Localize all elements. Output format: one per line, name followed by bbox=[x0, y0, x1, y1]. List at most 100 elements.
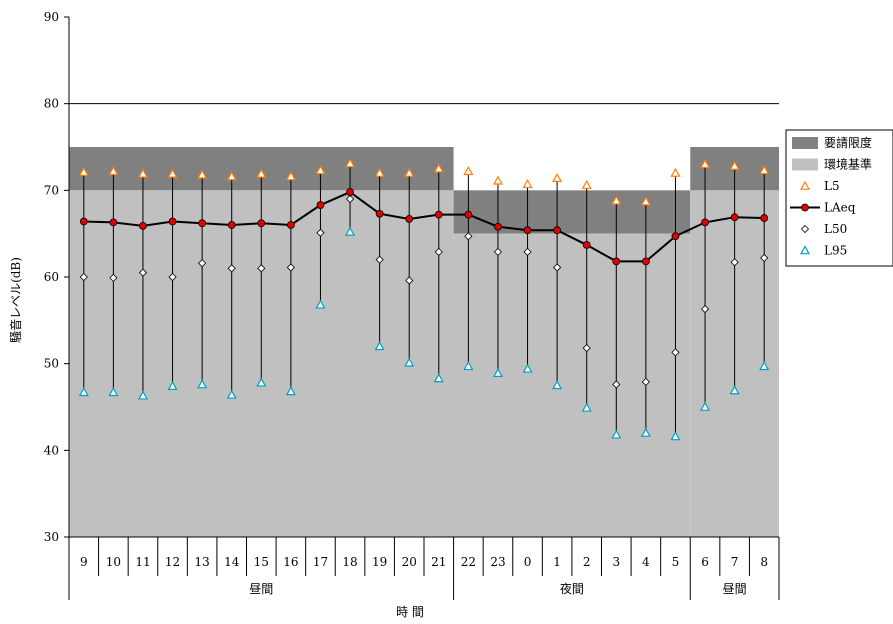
x-tick-label: 7 bbox=[731, 555, 739, 569]
laeq-point bbox=[612, 257, 621, 266]
l5-point bbox=[522, 179, 533, 189]
x-tick-label: 16 bbox=[283, 555, 298, 569]
legend-swatch bbox=[792, 137, 818, 149]
period-label: 昼間 bbox=[249, 582, 273, 596]
zone-env-standard bbox=[453, 233, 691, 537]
y-tick-label: 50 bbox=[44, 357, 59, 371]
l5-point bbox=[611, 195, 622, 205]
l50-point bbox=[582, 344, 591, 353]
laeq-point bbox=[701, 218, 709, 227]
x-axis-table: 9 10 11 12 13 14 15 16 17 18 19 20 21 22 23 0 1 2 3 4 5 6 7 8昼間… bbox=[68, 537, 780, 600]
l5-point bbox=[404, 167, 415, 177]
l50-point bbox=[375, 255, 384, 264]
laeq-point bbox=[198, 219, 207, 228]
laeq-point bbox=[434, 210, 443, 219]
markers-layer bbox=[78, 158, 770, 441]
legend-label: L5 bbox=[824, 179, 840, 193]
legend-label: 環境基準 bbox=[824, 157, 872, 172]
legend-marker bbox=[799, 245, 811, 255]
legend-marker bbox=[799, 180, 811, 190]
laeq-point bbox=[760, 214, 769, 222]
laeq-point bbox=[227, 221, 236, 229]
x-tick-label: 23 bbox=[490, 555, 505, 569]
y-tick-label: 90 bbox=[44, 10, 59, 24]
x-tick-label: 6 bbox=[701, 555, 709, 569]
x-tick-label: 8 bbox=[760, 555, 768, 569]
l50-point bbox=[405, 276, 414, 285]
l5-point bbox=[345, 158, 356, 168]
l5-point bbox=[137, 168, 148, 178]
l95-point bbox=[404, 357, 415, 367]
l95-point bbox=[285, 386, 296, 396]
x-tick-label: 22 bbox=[461, 555, 476, 569]
l5-point bbox=[700, 159, 711, 169]
laeq-point bbox=[109, 218, 118, 227]
l95-point bbox=[256, 377, 267, 387]
l5-point bbox=[285, 171, 296, 181]
l50-point bbox=[79, 272, 88, 282]
l95-point bbox=[700, 401, 711, 411]
l5-point bbox=[78, 166, 89, 176]
legend-marker bbox=[801, 203, 809, 212]
laeq-point bbox=[553, 226, 562, 235]
laeq-point bbox=[346, 188, 354, 196]
l50-point bbox=[730, 258, 739, 267]
y-tick-label: 40 bbox=[44, 443, 59, 457]
x-tick-label: 5 bbox=[672, 555, 680, 569]
l95-point bbox=[108, 387, 119, 397]
l50-point bbox=[109, 273, 118, 282]
x-tick-label: 1 bbox=[553, 555, 561, 569]
l95-point bbox=[463, 361, 474, 371]
y-axis-label: 騒音レベル(dB) bbox=[8, 257, 23, 343]
x-tick-label: 14 bbox=[224, 555, 240, 569]
laeq-point bbox=[286, 221, 295, 229]
period-label: 昼間 bbox=[723, 582, 747, 596]
legend-swatch bbox=[792, 158, 818, 171]
l50-point bbox=[464, 232, 473, 241]
legend-label: 要請限度 bbox=[824, 135, 872, 150]
y-tick-label: 70 bbox=[44, 183, 59, 197]
x-tick-label: 21 bbox=[431, 555, 446, 569]
l5-point bbox=[226, 171, 237, 181]
l5-point bbox=[759, 165, 770, 175]
x-tick-label: 15 bbox=[254, 555, 269, 569]
laeq-point bbox=[79, 217, 88, 226]
x-tick-label: 3 bbox=[612, 555, 620, 569]
x-tick-label: 10 bbox=[106, 555, 121, 569]
l5-point bbox=[552, 172, 563, 182]
y-tick-label: 60 bbox=[44, 270, 59, 284]
laeq-point bbox=[375, 209, 384, 218]
x-tick-label: 20 bbox=[402, 555, 417, 569]
l95-point bbox=[197, 379, 208, 389]
l95-point bbox=[315, 299, 326, 309]
l50-point bbox=[641, 377, 650, 386]
l95-point bbox=[729, 385, 740, 395]
x-axis-label: 時 間 bbox=[396, 605, 424, 619]
l5-point bbox=[315, 165, 326, 175]
laeq-point bbox=[582, 241, 591, 249]
l95-point bbox=[345, 226, 356, 236]
legend-box bbox=[785, 129, 893, 267]
x-tick-label: 17 bbox=[313, 555, 328, 569]
l50-point bbox=[553, 263, 562, 272]
l95-point bbox=[759, 361, 770, 371]
x-tick-label: 19 bbox=[372, 555, 387, 569]
l5-point bbox=[167, 168, 178, 178]
l95-point bbox=[492, 367, 503, 377]
laeq-point bbox=[671, 232, 680, 241]
x-tick-label: 0 bbox=[524, 555, 532, 569]
l50-point bbox=[760, 253, 769, 262]
y-tick-label: 30 bbox=[44, 530, 59, 544]
l95-point bbox=[552, 380, 563, 390]
l95-point bbox=[374, 341, 385, 351]
l95-point bbox=[670, 431, 681, 441]
l5-point bbox=[729, 160, 740, 170]
l95-point bbox=[137, 390, 148, 400]
l5-point bbox=[670, 167, 681, 177]
x-tick-label: 2 bbox=[583, 555, 591, 569]
laeq-point bbox=[464, 210, 473, 219]
legend-label: LAeq bbox=[824, 201, 856, 215]
l5-point bbox=[256, 168, 267, 178]
l5-point bbox=[374, 167, 385, 177]
y-tick-label: 80 bbox=[44, 97, 59, 111]
